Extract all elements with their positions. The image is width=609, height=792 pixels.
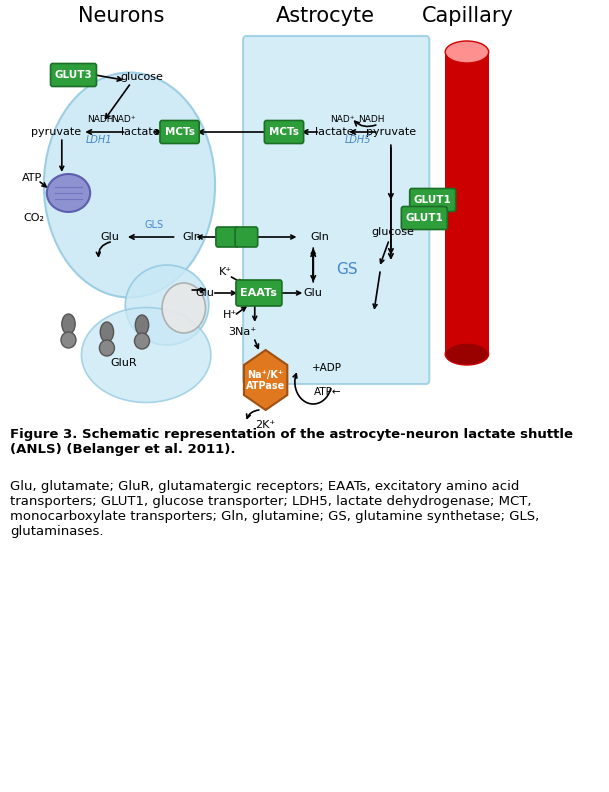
- Polygon shape: [244, 350, 287, 410]
- Text: lactate: lactate: [315, 127, 353, 137]
- Text: GLUT3: GLUT3: [55, 70, 93, 80]
- Ellipse shape: [62, 314, 75, 334]
- Text: Glu: Glu: [195, 288, 214, 298]
- Text: Neurons: Neurons: [78, 6, 164, 26]
- Text: ATPase: ATPase: [246, 381, 285, 391]
- Text: Figure 3. Schematic representation of the astrocyte-neuron lactate shuttle
(ANLS: Figure 3. Schematic representation of th…: [10, 428, 573, 456]
- Text: H⁺: H⁺: [222, 310, 237, 320]
- Text: NAD⁺: NAD⁺: [330, 115, 354, 124]
- Text: NADH: NADH: [359, 115, 385, 124]
- Text: GLUT1: GLUT1: [406, 213, 443, 223]
- Ellipse shape: [44, 73, 215, 298]
- Ellipse shape: [125, 265, 209, 345]
- Text: pyruvate: pyruvate: [366, 127, 416, 137]
- Text: lactate: lactate: [121, 127, 160, 137]
- Ellipse shape: [445, 41, 488, 63]
- Text: 2K⁺: 2K⁺: [256, 420, 276, 430]
- Text: GLUT1: GLUT1: [414, 195, 451, 205]
- Text: CO₂: CO₂: [23, 213, 44, 223]
- FancyBboxPatch shape: [160, 120, 199, 143]
- Text: Glu: Glu: [100, 232, 119, 242]
- Ellipse shape: [100, 322, 114, 342]
- Text: LDH5: LDH5: [344, 135, 371, 145]
- Ellipse shape: [135, 333, 150, 349]
- Text: Glu, glutamate; GluR, glutamatergic receptors; EAATs, excitatory amino acid
tran: Glu, glutamate; GluR, glutamatergic rece…: [10, 480, 540, 538]
- Ellipse shape: [135, 315, 149, 335]
- Text: GS: GS: [336, 262, 357, 277]
- FancyBboxPatch shape: [236, 280, 282, 306]
- Text: GLS: GLS: [145, 220, 164, 230]
- Ellipse shape: [162, 283, 205, 333]
- Text: glucose: glucose: [121, 72, 163, 82]
- FancyBboxPatch shape: [51, 63, 96, 86]
- Text: ATP←: ATP←: [314, 387, 341, 397]
- Ellipse shape: [61, 332, 76, 348]
- FancyBboxPatch shape: [410, 188, 456, 211]
- Ellipse shape: [445, 343, 488, 365]
- Text: EAATs: EAATs: [241, 288, 277, 298]
- FancyBboxPatch shape: [401, 207, 447, 230]
- FancyBboxPatch shape: [243, 36, 429, 384]
- Text: glucose: glucose: [371, 227, 414, 237]
- Text: Glu: Glu: [304, 288, 323, 298]
- Text: LDH1: LDH1: [85, 135, 112, 145]
- Text: GluR: GluR: [110, 358, 137, 368]
- Text: +ADP: +ADP: [312, 363, 342, 373]
- Text: pyruvate: pyruvate: [31, 127, 81, 137]
- Text: ATP: ATP: [21, 173, 42, 183]
- Text: Capillary: Capillary: [422, 6, 513, 26]
- Bar: [445, 52, 488, 354]
- Ellipse shape: [99, 340, 114, 356]
- Text: Astrocyte: Astrocyte: [276, 6, 375, 26]
- Text: MCTs: MCTs: [269, 127, 299, 137]
- Text: Na⁺/K⁺: Na⁺/K⁺: [247, 370, 284, 380]
- Text: Gln: Gln: [311, 232, 329, 242]
- FancyBboxPatch shape: [264, 120, 304, 143]
- Ellipse shape: [82, 307, 211, 402]
- Text: NADH: NADH: [87, 115, 113, 124]
- Text: MCTs: MCTs: [164, 127, 195, 137]
- Text: Gln: Gln: [182, 232, 201, 242]
- FancyBboxPatch shape: [235, 227, 258, 247]
- FancyBboxPatch shape: [216, 227, 239, 247]
- Text: 3Na⁺: 3Na⁺: [228, 327, 256, 337]
- Text: NAD⁺: NAD⁺: [111, 115, 136, 124]
- Text: K⁺: K⁺: [219, 267, 232, 277]
- Ellipse shape: [47, 174, 90, 212]
